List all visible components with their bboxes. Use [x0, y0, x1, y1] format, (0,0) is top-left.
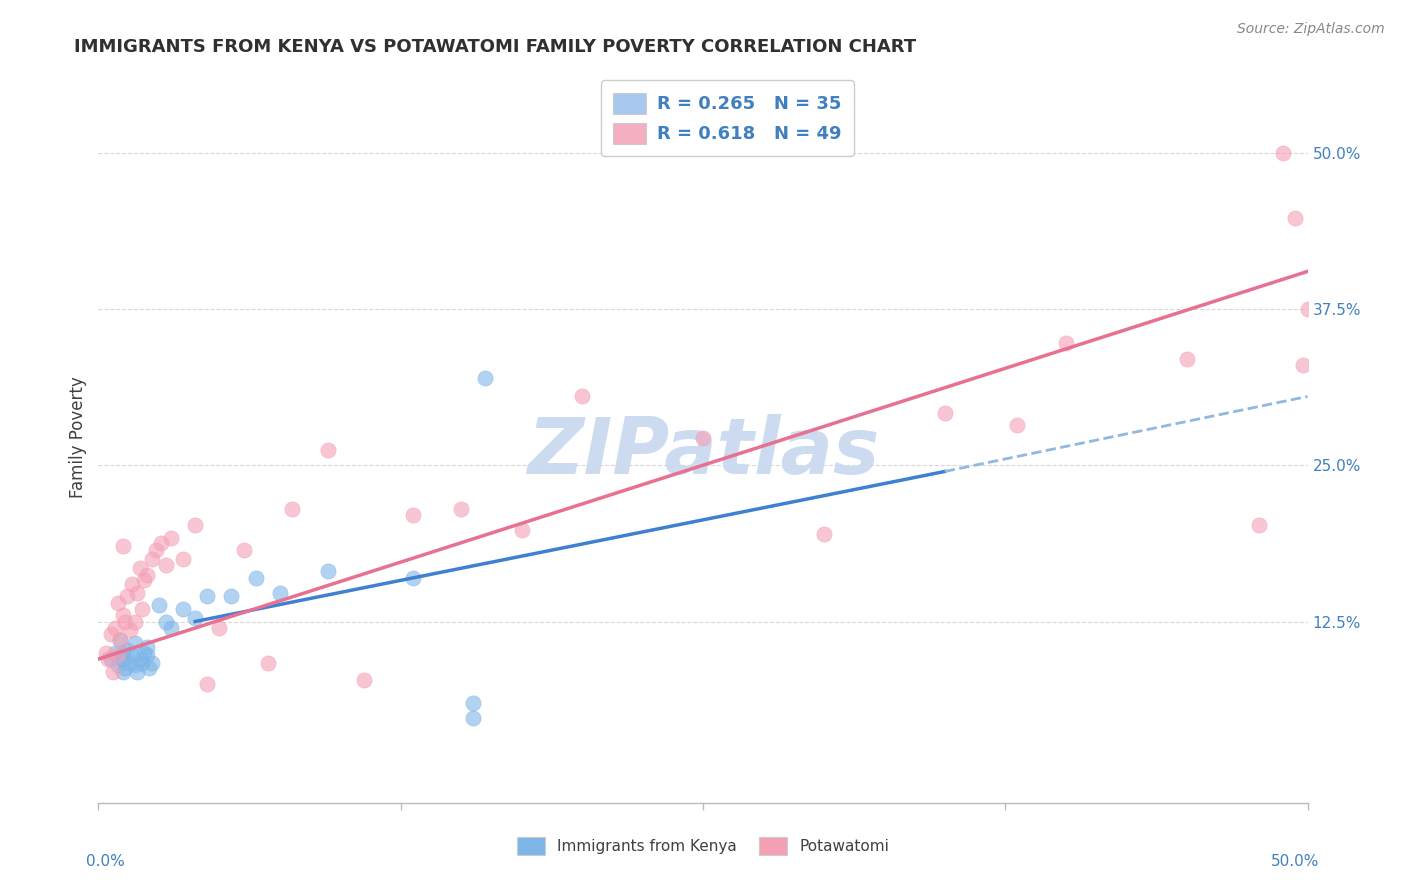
- Point: [269, 586, 291, 600]
- Point: [141, 656, 163, 670]
- Point: [195, 677, 218, 691]
- Point: [94, 646, 117, 660]
- Point: [111, 646, 134, 660]
- Point: [232, 543, 254, 558]
- Point: [104, 621, 127, 635]
- Point: [150, 535, 173, 549]
- Point: [316, 443, 339, 458]
- Point: [134, 573, 156, 587]
- Point: [117, 643, 139, 657]
- Point: [402, 508, 425, 523]
- Point: [1292, 358, 1315, 372]
- Point: [281, 502, 304, 516]
- Point: [100, 627, 122, 641]
- Text: ZIPatlas: ZIPatlas: [527, 414, 879, 490]
- Point: [118, 656, 141, 670]
- Point: [692, 431, 714, 445]
- Point: [100, 652, 122, 666]
- Point: [97, 652, 120, 666]
- Point: [145, 543, 167, 558]
- Point: [111, 608, 134, 623]
- Point: [141, 552, 163, 566]
- Point: [172, 552, 194, 566]
- Point: [172, 602, 194, 616]
- Point: [107, 596, 129, 610]
- Point: [474, 370, 496, 384]
- Point: [138, 661, 160, 675]
- Text: 50.0%: 50.0%: [1271, 854, 1320, 869]
- Point: [463, 696, 485, 710]
- Point: [450, 502, 472, 516]
- Point: [121, 577, 143, 591]
- Text: Source: ZipAtlas.com: Source: ZipAtlas.com: [1237, 22, 1385, 37]
- Point: [1054, 335, 1077, 350]
- Point: [184, 611, 207, 625]
- Point: [111, 652, 134, 666]
- Point: [118, 624, 141, 638]
- Point: [111, 665, 134, 679]
- Legend: Immigrants from Kenya, Potawatomi: Immigrants from Kenya, Potawatomi: [510, 831, 896, 861]
- Text: 0.0%: 0.0%: [86, 854, 125, 869]
- Point: [127, 665, 149, 679]
- Point: [148, 599, 170, 613]
- Point: [128, 652, 150, 666]
- Point: [134, 646, 156, 660]
- Point: [127, 586, 149, 600]
- Point: [195, 590, 218, 604]
- Point: [934, 406, 956, 420]
- Point: [1284, 211, 1306, 225]
- Point: [245, 571, 267, 585]
- Point: [124, 636, 146, 650]
- Point: [131, 602, 153, 616]
- Point: [160, 531, 183, 545]
- Point: [108, 633, 131, 648]
- Point: [124, 615, 146, 629]
- Point: [104, 646, 127, 660]
- Point: [316, 565, 339, 579]
- Point: [124, 658, 146, 673]
- Point: [155, 615, 177, 629]
- Y-axis label: Family Poverty: Family Poverty: [69, 376, 87, 498]
- Point: [256, 656, 278, 670]
- Point: [571, 389, 593, 403]
- Text: IMMIGRANTS FROM KENYA VS POTAWATOMI FAMILY POVERTY CORRELATION CHART: IMMIGRANTS FROM KENYA VS POTAWATOMI FAMI…: [75, 38, 917, 56]
- Point: [131, 656, 153, 670]
- Point: [121, 648, 143, 663]
- Point: [114, 615, 136, 629]
- Point: [353, 673, 375, 688]
- Point: [128, 560, 150, 574]
- Point: [813, 527, 835, 541]
- Point: [135, 640, 157, 654]
- Point: [184, 518, 207, 533]
- Point: [155, 558, 177, 573]
- Point: [160, 621, 183, 635]
- Point: [463, 711, 485, 725]
- Point: [1175, 351, 1198, 366]
- Point: [107, 658, 129, 673]
- Point: [107, 648, 129, 663]
- Point: [135, 648, 157, 663]
- Point: [114, 661, 136, 675]
- Point: [101, 665, 124, 679]
- Point: [1007, 418, 1029, 433]
- Point: [221, 590, 243, 604]
- Point: [135, 568, 157, 582]
- Point: [1296, 301, 1319, 316]
- Point: [117, 590, 139, 604]
- Point: [402, 571, 425, 585]
- Point: [510, 523, 533, 537]
- Point: [108, 633, 131, 648]
- Point: [111, 540, 134, 554]
- Point: [208, 621, 231, 635]
- Point: [1272, 145, 1295, 160]
- Point: [1249, 518, 1271, 533]
